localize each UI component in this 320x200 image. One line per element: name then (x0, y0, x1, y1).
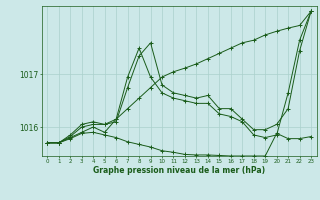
X-axis label: Graphe pression niveau de la mer (hPa): Graphe pression niveau de la mer (hPa) (93, 166, 265, 175)
